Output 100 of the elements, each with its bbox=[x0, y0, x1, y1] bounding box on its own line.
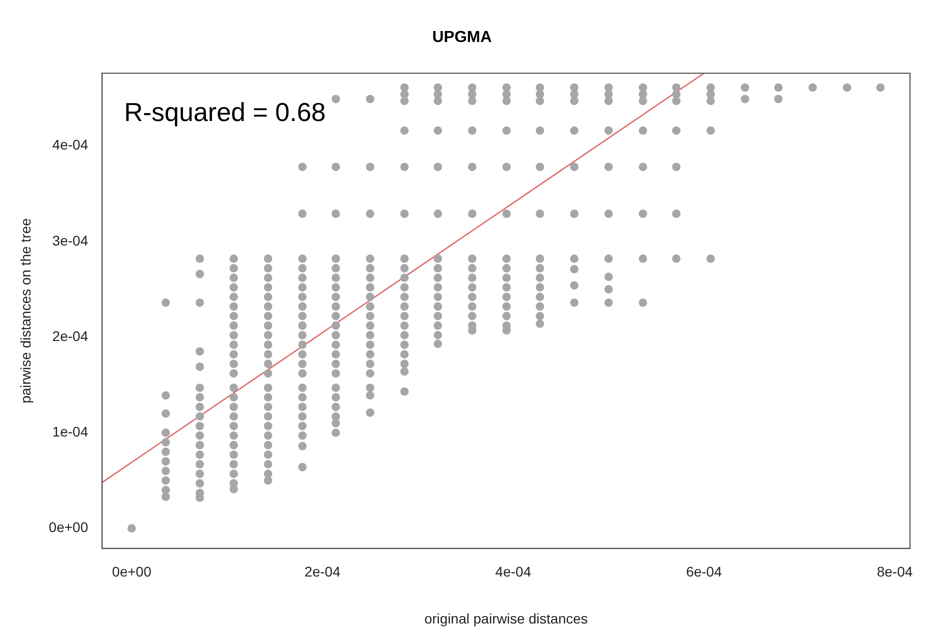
point bbox=[400, 210, 409, 218]
point bbox=[264, 283, 272, 292]
point bbox=[162, 298, 170, 307]
point bbox=[298, 442, 307, 450]
point bbox=[230, 431, 238, 440]
point bbox=[264, 393, 272, 402]
point bbox=[502, 96, 511, 106]
point bbox=[196, 440, 204, 450]
point bbox=[264, 360, 272, 368]
point bbox=[264, 422, 272, 430]
point bbox=[502, 254, 511, 263]
point bbox=[264, 254, 272, 263]
point bbox=[298, 330, 307, 340]
x-tick-label: 6e-04 bbox=[686, 564, 722, 580]
point bbox=[570, 90, 578, 98]
point bbox=[434, 162, 442, 172]
point bbox=[332, 330, 340, 340]
point bbox=[298, 302, 307, 311]
point bbox=[434, 210, 442, 218]
point bbox=[434, 254, 442, 263]
point bbox=[536, 162, 544, 172]
point bbox=[366, 384, 374, 392]
point bbox=[264, 321, 272, 330]
point bbox=[162, 428, 170, 437]
point bbox=[332, 393, 340, 402]
point bbox=[230, 283, 238, 292]
point bbox=[740, 94, 750, 104]
point bbox=[230, 470, 238, 478]
point bbox=[366, 330, 374, 340]
point bbox=[400, 264, 409, 272]
point bbox=[230, 330, 238, 340]
point bbox=[332, 254, 340, 263]
point bbox=[264, 460, 272, 468]
point bbox=[536, 254, 544, 263]
point bbox=[706, 254, 715, 263]
point bbox=[468, 210, 476, 218]
point bbox=[672, 96, 681, 106]
point bbox=[502, 126, 511, 135]
point bbox=[298, 462, 307, 472]
point bbox=[332, 94, 340, 104]
point bbox=[434, 274, 442, 282]
point bbox=[298, 162, 307, 172]
point bbox=[638, 254, 648, 263]
point bbox=[264, 440, 272, 450]
point bbox=[230, 302, 238, 311]
point bbox=[536, 274, 544, 282]
point bbox=[774, 83, 783, 92]
point bbox=[366, 162, 374, 172]
point bbox=[196, 470, 204, 478]
point bbox=[570, 254, 578, 263]
point bbox=[434, 330, 442, 340]
point bbox=[604, 126, 613, 135]
y-axis-title: pairwise distances on the tree bbox=[17, 218, 34, 404]
point bbox=[536, 283, 544, 292]
point bbox=[162, 466, 170, 476]
point bbox=[298, 384, 307, 392]
point bbox=[196, 384, 204, 392]
point bbox=[434, 312, 442, 320]
point bbox=[570, 298, 578, 307]
point bbox=[468, 90, 476, 98]
point bbox=[230, 460, 238, 468]
point bbox=[536, 302, 544, 311]
point bbox=[196, 393, 204, 402]
point bbox=[366, 254, 374, 263]
point bbox=[434, 340, 442, 348]
point bbox=[502, 302, 511, 311]
point bbox=[332, 274, 340, 282]
point bbox=[332, 162, 340, 172]
point bbox=[400, 96, 409, 106]
point bbox=[196, 450, 204, 459]
point bbox=[468, 274, 476, 282]
point bbox=[298, 210, 307, 218]
point bbox=[162, 457, 170, 466]
point bbox=[468, 96, 476, 106]
point bbox=[298, 422, 307, 430]
point bbox=[298, 412, 307, 421]
point bbox=[264, 292, 272, 302]
point bbox=[400, 126, 409, 135]
point bbox=[230, 369, 238, 378]
point bbox=[298, 292, 307, 302]
point bbox=[400, 360, 409, 368]
point bbox=[264, 274, 272, 282]
point bbox=[400, 312, 409, 320]
point bbox=[400, 302, 409, 311]
point bbox=[264, 369, 272, 378]
point bbox=[400, 340, 409, 349]
point bbox=[162, 476, 170, 485]
point bbox=[196, 422, 204, 430]
point bbox=[400, 330, 409, 340]
point bbox=[502, 312, 511, 320]
point bbox=[230, 350, 238, 359]
point bbox=[706, 126, 715, 135]
y-tick-label: 2e-04 bbox=[52, 328, 88, 344]
point bbox=[400, 162, 409, 172]
point bbox=[298, 283, 307, 292]
point bbox=[332, 360, 340, 368]
point bbox=[604, 210, 613, 218]
point bbox=[672, 254, 681, 263]
point bbox=[196, 479, 204, 488]
x-tick-label: 8e-04 bbox=[876, 564, 913, 580]
